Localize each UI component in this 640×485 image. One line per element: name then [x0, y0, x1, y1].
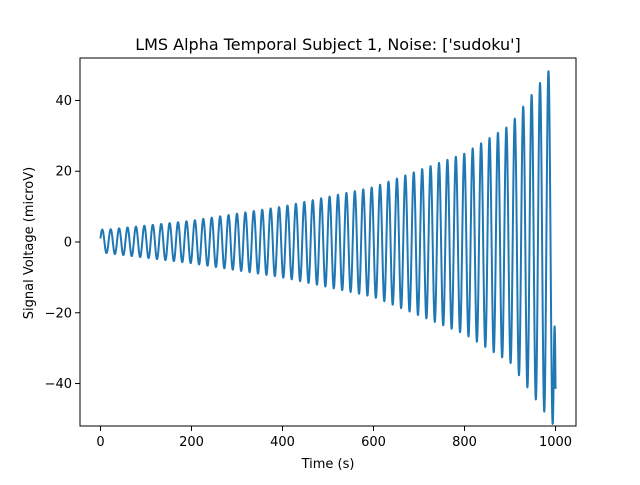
- x-tick-label: 1000: [539, 435, 572, 450]
- y-axis: −40 −20 0 20 40: [45, 94, 80, 392]
- signal-series-line: [99, 70, 557, 425]
- y-tick-label: 20: [55, 165, 72, 180]
- x-tick-label: 400: [270, 435, 295, 450]
- y-axis-label: Signal Voltage (microV): [22, 167, 37, 319]
- plot-area: [99, 70, 557, 425]
- x-tick-label: 800: [452, 435, 477, 450]
- y-tick-label: 0: [64, 236, 72, 251]
- y-tick-label: −40: [45, 377, 72, 392]
- plot-frame: [79, 57, 577, 427]
- x-tick-label: 0: [96, 435, 104, 450]
- x-tick-label: 200: [179, 435, 204, 450]
- y-tick-label: −20: [45, 306, 72, 321]
- x-axis-label: Time (s): [301, 457, 355, 472]
- x-axis: 0 200 400 600 800 1000: [96, 426, 572, 450]
- y-tick-label: 40: [55, 94, 72, 109]
- x-tick-label: 600: [361, 435, 386, 450]
- chart-title: LMS Alpha Temporal Subject 1, Noise: ['s…: [135, 35, 521, 54]
